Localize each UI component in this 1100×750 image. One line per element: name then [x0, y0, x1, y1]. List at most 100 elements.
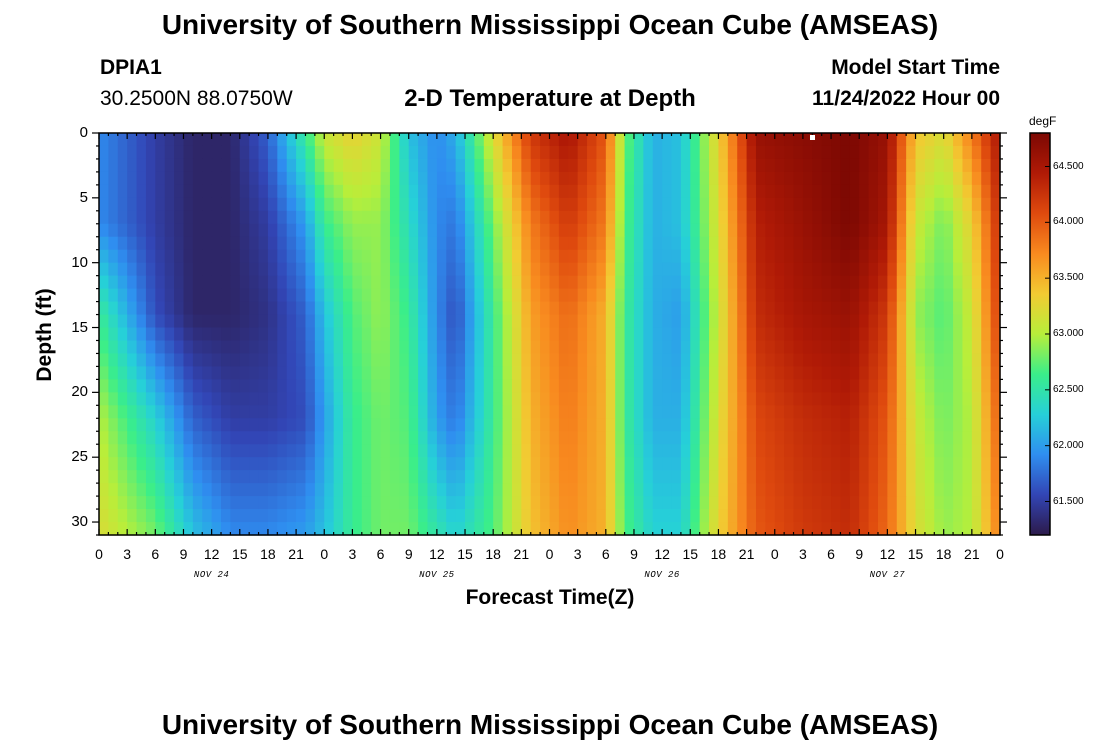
heatmap-cell	[493, 327, 504, 342]
heatmap-cell	[352, 392, 363, 406]
heatmap-cell	[953, 496, 964, 510]
heatmap-cell	[239, 431, 250, 445]
heatmap-cell	[127, 483, 138, 497]
heatmap-cell	[164, 496, 175, 510]
heatmap-cell	[117, 184, 128, 199]
heatmap-cell	[286, 431, 297, 445]
heatmap-cell	[502, 509, 513, 523]
heatmap-cell	[887, 431, 898, 445]
heatmap-cell	[859, 405, 870, 419]
heatmap-cell	[784, 418, 795, 432]
heatmap-cell	[164, 470, 175, 484]
heatmap-cell	[671, 184, 682, 199]
heatmap-cell	[399, 366, 410, 380]
heatmap-cell	[258, 314, 269, 329]
heatmap-cell	[380, 301, 391, 316]
heatmap-cell	[371, 145, 382, 160]
heatmap-cell	[549, 145, 560, 160]
heatmap-cell	[849, 301, 860, 316]
heatmap-cell	[793, 275, 804, 290]
heatmap-cell	[352, 314, 363, 329]
heatmap-cell	[615, 353, 626, 368]
heatmap-cell	[596, 457, 607, 471]
heatmap-cell	[784, 184, 795, 199]
heatmap-cell	[258, 262, 269, 277]
heatmap-cell	[305, 158, 316, 173]
heatmap-cell	[324, 133, 335, 147]
heatmap-cell	[258, 249, 269, 264]
heatmap-cell	[924, 210, 935, 225]
heatmap-cell	[643, 405, 654, 419]
heatmap-cell	[633, 392, 644, 406]
heatmap-cell	[99, 288, 109, 303]
heatmap-cell	[380, 197, 391, 212]
heatmap-cell	[624, 522, 635, 536]
heatmap-cell	[934, 392, 945, 406]
heatmap-cell	[267, 197, 278, 212]
heatmap-cell	[399, 418, 410, 432]
heatmap-cell	[427, 405, 438, 419]
heatmap-cell	[737, 444, 748, 458]
heatmap-cell	[746, 509, 757, 523]
heatmap-cell	[568, 236, 579, 251]
heatmap-cell	[727, 444, 738, 458]
heatmap-cell	[737, 340, 748, 355]
heatmap-cell	[746, 236, 757, 251]
heatmap-cell	[943, 418, 954, 432]
heatmap-cell	[174, 418, 185, 432]
heatmap-cell	[408, 145, 419, 160]
heatmap-cell	[399, 249, 410, 264]
heatmap-cell	[286, 301, 297, 316]
heatmap-cell	[455, 327, 466, 342]
heatmap-cell	[239, 470, 250, 484]
heatmap-cell	[652, 457, 663, 471]
heatmap-cell	[117, 301, 128, 316]
heatmap-cell	[849, 223, 860, 238]
heatmap-cell	[267, 301, 278, 316]
heatmap-cell	[192, 249, 203, 264]
heatmap-cell	[549, 379, 560, 393]
heatmap-cell	[183, 145, 194, 160]
heatmap-cell	[389, 496, 400, 510]
heatmap-cell	[192, 210, 203, 225]
heatmap-cell	[868, 483, 879, 497]
heatmap-cell	[483, 210, 494, 225]
heatmap-cell	[258, 158, 269, 173]
heatmap-cell	[802, 353, 813, 368]
heatmap-cell	[962, 275, 973, 290]
heatmap-cell	[596, 379, 607, 393]
heatmap-cell	[699, 457, 710, 471]
heatmap-cell	[577, 262, 588, 277]
heatmap-cell	[530, 392, 541, 406]
heatmap-cell	[643, 210, 654, 225]
heatmap-cell	[774, 223, 785, 238]
heatmap-cell	[840, 353, 851, 368]
heatmap-cell	[408, 509, 419, 523]
heatmap-cell	[511, 327, 522, 342]
heatmap-cell	[202, 249, 213, 264]
heatmap-cell	[718, 184, 729, 199]
heatmap-cell	[174, 444, 185, 458]
heatmap-cell	[924, 327, 935, 342]
heatmap-cell	[568, 470, 579, 484]
heatmap-cell	[662, 392, 673, 406]
heatmap-cell	[784, 236, 795, 251]
heatmap-cell	[352, 418, 363, 432]
heatmap-cell	[831, 158, 842, 173]
heatmap-cell	[108, 236, 119, 251]
heatmap-cell	[671, 223, 682, 238]
heatmap-cell	[953, 379, 964, 393]
heatmap-cell	[502, 431, 513, 445]
heatmap-cell	[934, 314, 945, 329]
heatmap-cell	[643, 145, 654, 160]
heatmap-cell	[877, 431, 888, 445]
x-tick-label: 3	[799, 546, 807, 562]
heatmap-cell	[821, 353, 832, 368]
heatmap-cell	[633, 379, 644, 393]
heatmap-cell	[849, 340, 860, 355]
heatmap-cell	[324, 262, 335, 277]
heatmap-cell	[859, 379, 870, 393]
heatmap-cell	[680, 340, 691, 355]
heatmap-cell	[596, 418, 607, 432]
heatmap-cell	[990, 133, 1001, 147]
